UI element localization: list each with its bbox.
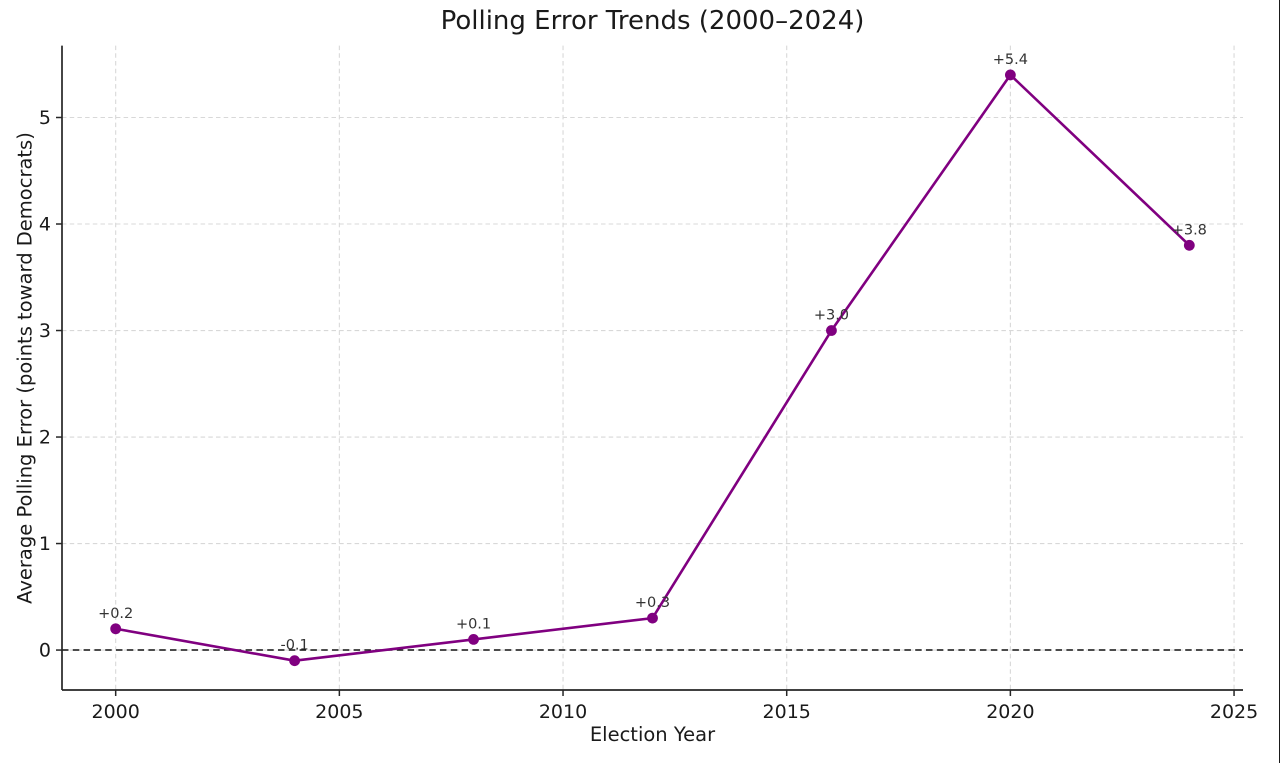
data-point — [1004, 69, 1016, 81]
data-point — [647, 612, 658, 624]
data-point-label: +0.1 — [456, 616, 491, 632]
x-axis-label: Election Year — [589, 723, 716, 746]
data-point — [826, 325, 837, 336]
data-point-label: -0.1 — [280, 638, 308, 654]
chart-title: Polling Error Trends (2000–2024) — [440, 6, 865, 36]
x-tick-label: 2020 — [986, 701, 1034, 723]
y-tick-label: 5 — [39, 107, 51, 129]
data-point-label: +5.4 — [993, 52, 1028, 68]
data-point-label: +3.0 — [814, 308, 849, 324]
x-tick-label: 2015 — [763, 701, 811, 723]
y-tick-label: 4 — [39, 214, 51, 236]
data-point — [1183, 239, 1195, 251]
x-tick-label: 2005 — [315, 701, 363, 723]
y-tick-label: 0 — [39, 640, 51, 662]
x-tick-label: 2025 — [1210, 701, 1258, 723]
y-tick-label: 2 — [39, 427, 51, 449]
y-tick-label: 3 — [39, 320, 51, 342]
x-tick-label: 2000 — [92, 701, 140, 723]
trend-line — [115, 73, 1191, 663]
data-point — [468, 634, 479, 645]
y-tick-label: 1 — [39, 533, 51, 555]
x-tick-label: 2010 — [539, 701, 587, 723]
data-point — [289, 655, 301, 667]
data-point — [110, 623, 122, 635]
data-point-label: +3.8 — [1172, 222, 1207, 238]
data-point-label: +0.3 — [635, 595, 670, 611]
data-point-label: +0.2 — [98, 606, 133, 622]
